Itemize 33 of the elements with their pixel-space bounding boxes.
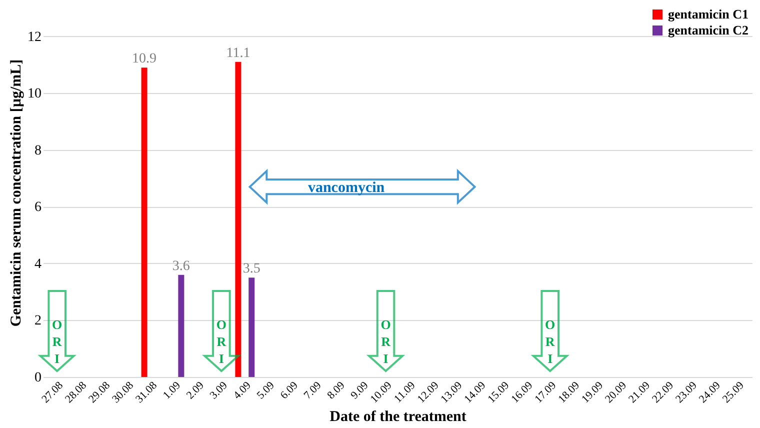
- bar: [141, 68, 148, 377]
- x-tick-label: 3.09: [208, 379, 230, 402]
- y-tick-label: 10: [28, 86, 42, 102]
- x-tick-label: 6.09: [278, 379, 301, 402]
- legend-label: gentamicin C2: [668, 22, 749, 38]
- x-tick-label: 9.09: [348, 379, 372, 402]
- x-tick-label: 7.09: [302, 379, 324, 402]
- data-label: 11.1: [226, 46, 250, 61]
- annotation: ORI: [216, 317, 227, 366]
- y-tick-label: 8: [34, 143, 42, 158]
- x-axis-title: Date of the treatment: [330, 408, 466, 425]
- data-label: 3.5: [242, 262, 260, 277]
- x-tick-label: 2.09: [184, 379, 207, 402]
- bar: [248, 278, 255, 377]
- legend-label: gentamicin C1: [668, 6, 749, 22]
- y-axis-title: Gentamicin serum concentration [µg/mL]: [8, 59, 24, 327]
- y-tick-label: 4: [34, 256, 42, 272]
- bar: [178, 274, 184, 377]
- x-tick-label: 4.09: [231, 379, 254, 402]
- y-tick-label: 12: [28, 30, 42, 45]
- annotation: ORI: [545, 317, 556, 366]
- bar: [235, 62, 242, 377]
- x-tick-label: 1.09: [160, 379, 184, 402]
- y-tick-label: 6: [34, 200, 42, 216]
- y-tick-label: 2: [34, 314, 42, 329]
- annotation: vancomycin: [308, 180, 386, 196]
- annotation: ORI: [380, 317, 392, 366]
- y-tick-label: 0: [34, 370, 42, 386]
- data-label: 10.9: [132, 52, 157, 67]
- x-tick-label: 8.09: [325, 379, 348, 402]
- x-tick-label: 5.09: [254, 379, 278, 402]
- annotation: ORI: [52, 317, 62, 366]
- data-label: 3.6: [172, 258, 190, 274]
